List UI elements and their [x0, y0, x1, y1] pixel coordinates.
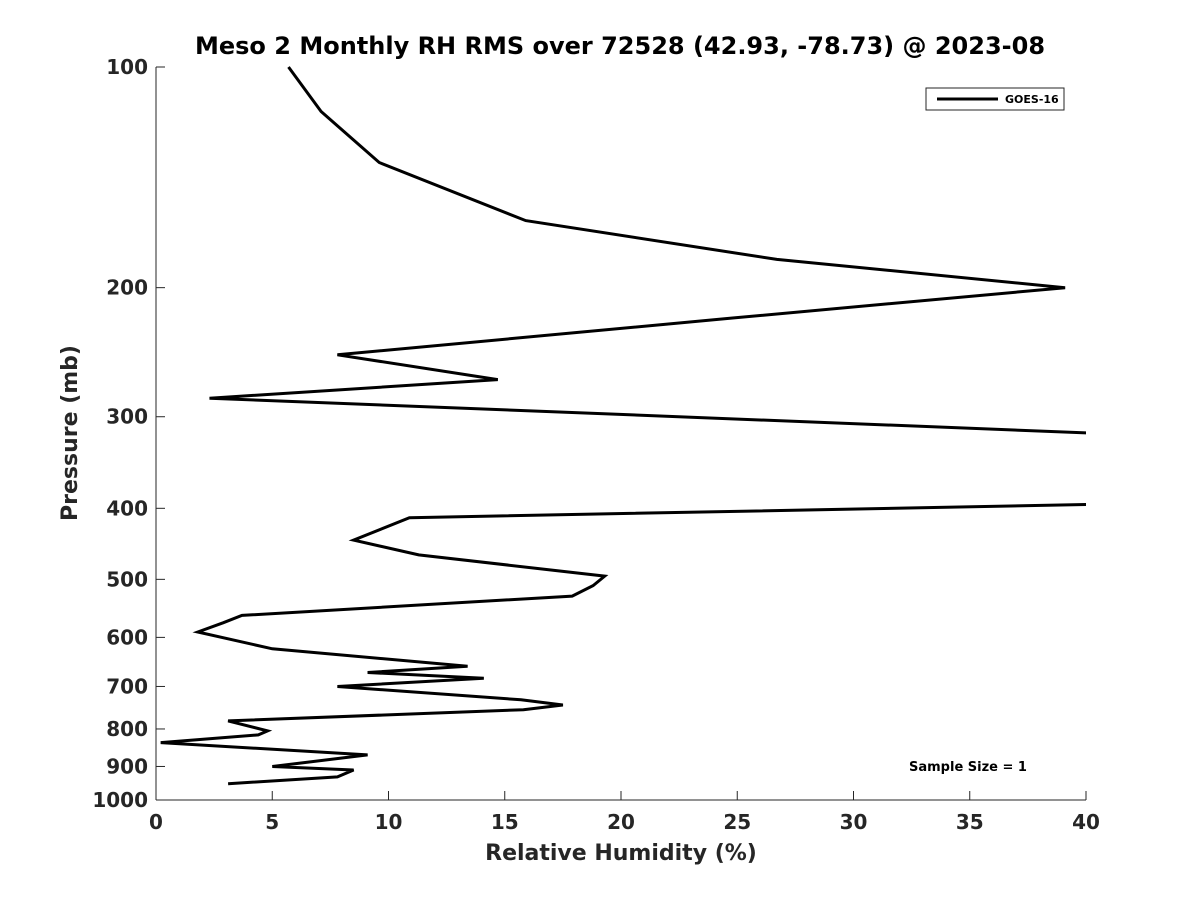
x-tick-label: 25	[723, 810, 751, 834]
y-tick-label: 100	[106, 55, 148, 79]
series-line-goes-16	[160, 66, 1086, 786]
x-tick-label: 10	[375, 810, 403, 834]
x-tick-label: 5	[265, 810, 279, 834]
y-axis-label: Pressure (mb)	[58, 345, 83, 521]
y-tick-label: 800	[106, 717, 148, 741]
legend-label-goes-16: GOES-16	[1005, 93, 1059, 106]
y-tick-label: 600	[106, 625, 148, 649]
x-ticks: 0 5 10 15 20 25 30 35 40	[149, 791, 1100, 834]
x-tick-label: 30	[840, 810, 868, 834]
y-ticks: 100 200 300 400 500 600 700 800 900 1000	[92, 55, 165, 812]
y-tick-label: 400	[106, 496, 148, 520]
y-tick-label: 700	[106, 674, 148, 698]
sample-size-annotation: Sample Size = 1	[909, 760, 1027, 775]
plot-area	[155, 67, 1086, 801]
chart-title: Meso 2 Monthly RH RMS over 72528 (42.93,…	[195, 32, 1045, 60]
y-tick-label: 900	[106, 754, 148, 778]
x-tick-label: 35	[956, 810, 984, 834]
x-tick-label: 20	[607, 810, 635, 834]
x-tick-label: 15	[491, 810, 519, 834]
series-group	[160, 66, 1086, 786]
x-axis-label: Relative Humidity (%)	[485, 841, 757, 866]
x-tick-label: 0	[149, 810, 163, 834]
legend: GOES-16	[925, 87, 1065, 111]
y-tick-label: 1000	[92, 788, 148, 812]
y-tick-label: 200	[106, 276, 148, 300]
x-tick-label: 40	[1072, 810, 1100, 834]
y-tick-label: 500	[106, 567, 148, 591]
y-tick-label: 300	[106, 405, 148, 429]
